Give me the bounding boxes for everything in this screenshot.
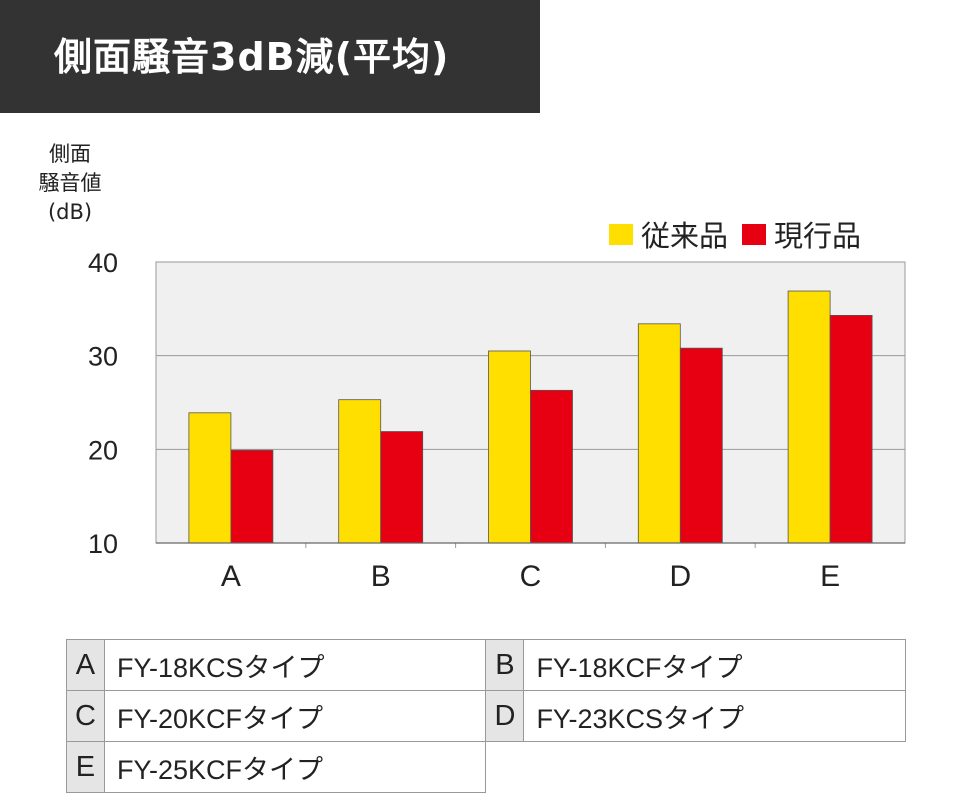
bar-new: [230, 449, 274, 544]
key-model: FY-18KCSタイプ: [103, 639, 487, 691]
key-row: C FY-20KCFタイプ D FY-23KCSタイプ: [66, 690, 906, 742]
y-axis-label: 側面 騒音値 (dB): [38, 142, 102, 224]
legend-item-old: 従来品: [609, 213, 728, 255]
legend-label-old: 従来品: [641, 219, 729, 253]
bar-old: [488, 350, 531, 544]
chart-title: 側面騒音3dB減(平均): [54, 35, 450, 79]
y-tick-label: 20: [88, 435, 118, 465]
legend-label-new: 現行品: [774, 219, 862, 253]
bar-new: [530, 389, 573, 544]
bar-old: [338, 399, 382, 544]
key-letter: E: [66, 741, 105, 793]
x-tick-label: A: [221, 560, 241, 593]
key-letter: D: [485, 690, 525, 742]
y-tick-label: 10: [88, 529, 118, 559]
y-tick-label: 30: [88, 342, 118, 372]
title-banner: 側面騒音3dB減(平均): [0, 0, 540, 113]
legend: 従来品 現行品: [609, 214, 875, 254]
key-model: FY-23KCSタイプ: [523, 690, 906, 742]
key-model: FY-18KCFタイプ: [523, 639, 906, 691]
legend-item-new: 現行品: [742, 213, 861, 255]
x-tick-label: B: [371, 560, 391, 593]
y-tick-label: 40: [88, 248, 118, 278]
key-letter: B: [485, 639, 525, 691]
key-letter: A: [66, 639, 105, 691]
bar-new: [679, 347, 723, 544]
bar-new: [380, 431, 424, 544]
bar-old: [637, 323, 681, 544]
key-row: A FY-18KCSタイプ B FY-18KCFタイプ: [66, 639, 906, 691]
x-tick-label: D: [669, 560, 691, 593]
x-tick-label: C: [520, 560, 542, 593]
legend-swatch-new: [742, 223, 767, 245]
key-row: E FY-25KCFタイプ: [66, 741, 906, 793]
key-model: FY-20KCFタイプ: [103, 690, 487, 742]
key-empty-cell: [485, 741, 906, 793]
bar-old: [188, 412, 232, 544]
key-model: FY-25KCFタイプ: [103, 741, 487, 793]
legend-swatch-old: [609, 223, 633, 245]
model-key-table: A FY-18KCSタイプ B FY-18KCFタイプ C FY-20KCFタイ…: [66, 639, 906, 793]
bar-new: [829, 314, 873, 544]
x-tick-label: E: [820, 560, 840, 593]
key-letter: C: [66, 690, 105, 742]
bar-old: [787, 290, 831, 544]
